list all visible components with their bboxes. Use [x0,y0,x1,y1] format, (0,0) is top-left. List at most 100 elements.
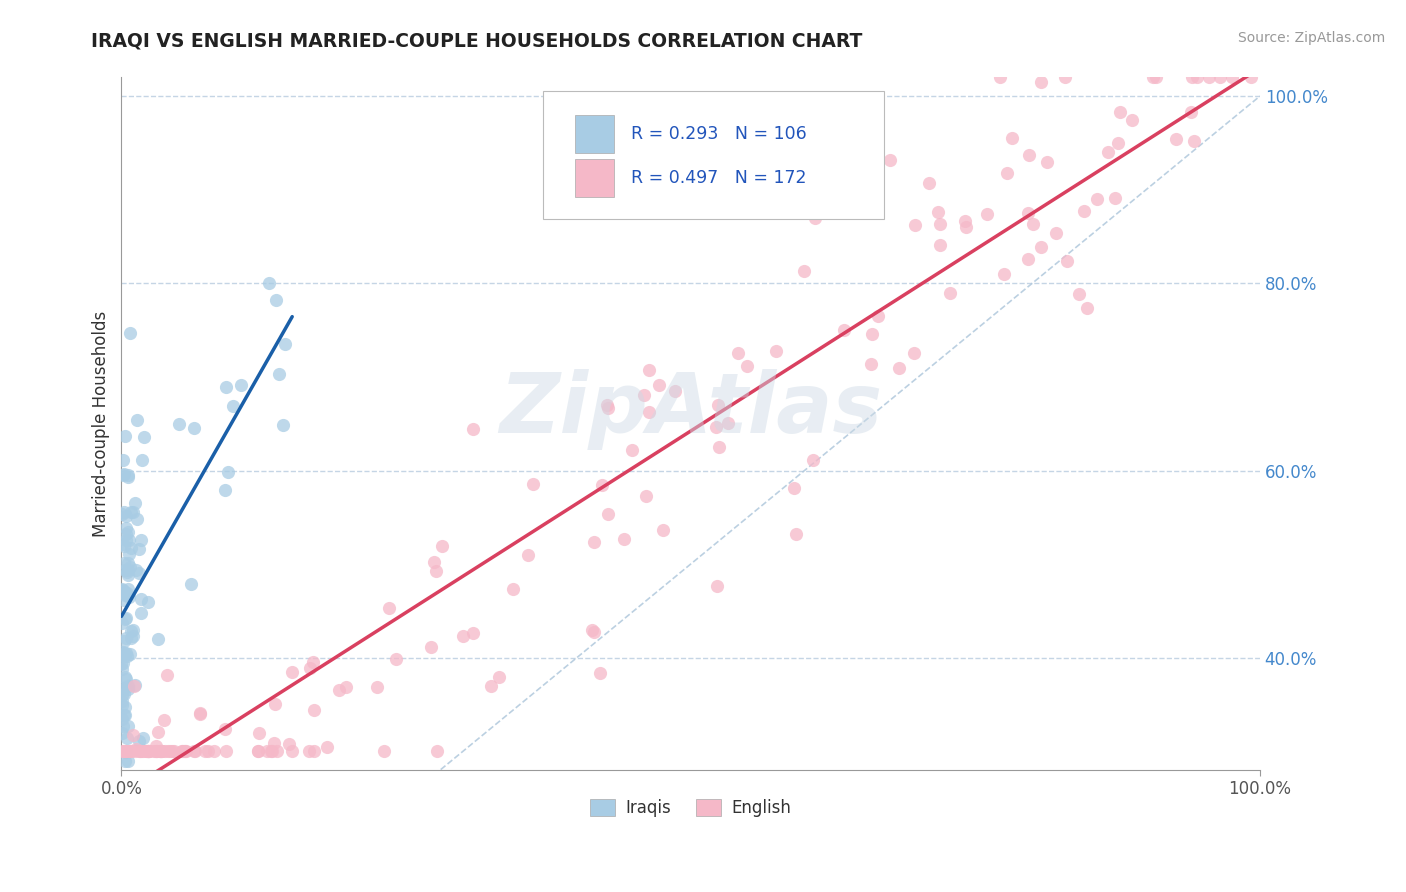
Point [112,539,135,553]
Point [735,359,758,373]
Point [172,744,194,758]
Point [860,357,883,371]
Point [115,731,138,745]
Point [993,267,1015,281]
Point [112,592,135,607]
Point [146,632,169,646]
Point [183,744,205,758]
Point [156,744,179,758]
Point [1220,70,1243,85]
Point [1104,191,1126,205]
Point [111,698,134,712]
Point [664,384,686,399]
Point [1017,252,1039,266]
Point [114,670,136,684]
Point [170,744,193,758]
Point [115,527,138,541]
Point [1180,105,1202,120]
Point [120,541,142,555]
Point [190,706,212,721]
Point [132,744,155,758]
Point [801,452,824,467]
Point [115,521,138,535]
Point [214,723,236,737]
Point [727,345,749,359]
Bar [575,159,614,197]
Point [264,293,287,307]
Point [652,523,675,537]
Point [522,476,544,491]
Point [461,422,484,436]
Point [112,646,135,660]
Point [128,566,150,581]
Point [247,726,270,740]
Point [112,633,135,648]
Point [138,744,160,758]
Y-axis label: Married-couple Households: Married-couple Households [93,310,110,537]
Point [1166,132,1188,146]
Point [111,693,134,707]
Point [150,744,173,758]
Point [426,744,449,758]
Point [124,496,146,510]
Point [765,343,787,358]
Point [988,70,1011,85]
Point [620,442,643,457]
Point [183,420,205,434]
Point [879,153,901,168]
Point [1240,70,1263,85]
Point [281,665,304,680]
Point [453,629,475,643]
Point [1146,70,1168,85]
FancyBboxPatch shape [543,91,884,219]
Point [217,465,239,479]
Point [115,565,138,579]
Point [280,744,302,758]
Point [298,744,321,758]
Point [111,712,134,726]
Point [156,668,179,682]
Point [118,533,141,548]
Point [117,470,139,484]
Point [112,453,135,467]
Point [266,744,288,758]
Point [110,615,132,630]
Point [110,657,132,672]
Point [278,737,301,751]
Point [114,707,136,722]
Point [263,697,285,711]
Point [1001,131,1024,145]
Point [832,323,855,337]
Point [117,648,139,663]
Point [1181,70,1204,85]
Point [167,417,190,431]
Point [128,744,150,758]
Point [114,647,136,661]
Point [302,655,325,669]
Point [114,744,136,758]
Point [117,524,139,539]
Point [461,626,484,640]
Point [120,744,142,758]
Point [114,754,136,768]
Point [118,744,141,758]
Point [115,744,138,758]
Point [136,744,159,758]
Point [111,744,134,758]
Point [180,576,202,591]
Point [598,401,620,415]
Point [120,559,142,574]
Point [704,419,727,434]
Point [111,468,134,483]
Legend: Iraqis, English: Iraqis, English [583,792,797,824]
Point [111,726,134,740]
Point [633,388,655,402]
Point [120,647,142,661]
Point [793,264,815,278]
Point [596,508,619,522]
Point [868,309,890,323]
Point [1121,113,1143,128]
Point [135,744,157,758]
Point [117,556,139,570]
Point [131,453,153,467]
